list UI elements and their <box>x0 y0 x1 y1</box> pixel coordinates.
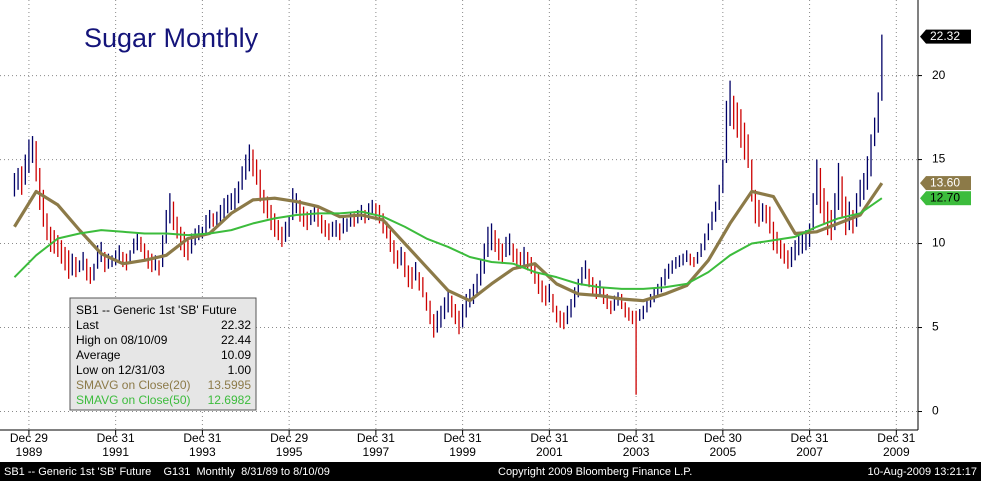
last-value-pointer <box>920 191 926 206</box>
last-value-tag: 22.32 <box>920 29 971 44</box>
legend-row-label: Low on 12/31/03 <box>76 363 165 377</box>
legend-row-label: Average <box>76 348 121 362</box>
last-value-label: 12.70 <box>930 190 960 204</box>
footer-left: SB1 -- Generic 1st 'SB' Future G131 Mont… <box>4 466 330 478</box>
x-tick-year: 1991 <box>102 445 129 459</box>
legend-row-value: 22.32 <box>221 318 251 332</box>
x-tick-year: 2009 <box>883 445 910 459</box>
x-tick-label: Dec 29 <box>270 431 308 445</box>
legend: SB1 -- Generic 1st 'SB' Future Last 22.32… <box>69 297 257 411</box>
last-value-box <box>926 29 971 44</box>
x-tick-year: 2001 <box>536 445 563 459</box>
last-value-box <box>926 176 971 191</box>
legend-box <box>69 297 257 411</box>
x-tick-year: 1995 <box>276 445 303 459</box>
y-tick-label: 10 <box>932 236 946 250</box>
legend-series-name: SMAVG on Close(20) <box>76 378 191 392</box>
last-value-pointer <box>920 29 926 44</box>
x-tick-label: Dec 29 <box>10 431 48 445</box>
legend-series-value: 12.6982 <box>208 393 252 407</box>
y-tick-label: 0 <box>932 404 939 418</box>
legend-row-label: High on 08/10/09 <box>76 333 168 347</box>
footer-timestamp: 10-Aug-2009 13:21:17 <box>868 466 977 478</box>
x-tick-year: 2003 <box>623 445 650 459</box>
x-tick-year: 1989 <box>16 445 43 459</box>
footer-bar <box>0 462 981 481</box>
x-tick-label: Dec 31 <box>357 431 395 445</box>
x-tick-year: 1999 <box>449 445 476 459</box>
x-tick-year: 1993 <box>189 445 216 459</box>
x-tick-label: Dec 31 <box>791 431 829 445</box>
legend-series-value: 13.5995 <box>208 378 252 392</box>
last-value-pointer <box>920 176 926 191</box>
last-value-box <box>926 191 971 206</box>
last-value-label: 22.32 <box>930 29 960 43</box>
legend-row-value: 22.44 <box>221 333 251 347</box>
x-tick-label: Dec 31 <box>530 431 568 445</box>
legend-row-value: 1.00 <box>228 363 252 377</box>
y-tick-label: 20 <box>932 68 946 82</box>
x-tick-year: 1997 <box>363 445 390 459</box>
moving-average-line <box>13 197 883 290</box>
legend-row-label: Last <box>76 318 99 332</box>
y-tick-label: 5 <box>932 320 939 334</box>
x-tick-year: 2005 <box>709 445 736 459</box>
last-value-label: 13.60 <box>930 175 960 189</box>
legend-title: SB1 -- Generic 1st 'SB' Future <box>76 303 237 317</box>
legend-series-name: SMAVG on Close(50) <box>76 393 191 407</box>
footer-copyright: Copyright 2009 Bloomberg Finance L.P. <box>498 466 692 478</box>
chart-title: Sugar Monthly <box>84 23 259 53</box>
data-layer <box>13 34 884 395</box>
legend-row-value: 10.09 <box>221 348 251 362</box>
x-tick-label: Dec 30 <box>704 431 742 445</box>
x-tick-label: Dec 31 <box>877 431 915 445</box>
x-tick-label: Dec 31 <box>617 431 655 445</box>
last-value-tag: 13.60 <box>920 175 971 191</box>
y-tick-label: 15 <box>932 152 946 166</box>
x-tick-label: Dec 31 <box>183 431 221 445</box>
x-tick-year: 2007 <box>796 445 823 459</box>
x-tick-label: Dec 31 <box>97 431 135 445</box>
x-tick-label: Dec 31 <box>444 431 482 445</box>
last-value-tag: 12.70 <box>920 190 971 206</box>
moving-average-line <box>13 182 884 303</box>
